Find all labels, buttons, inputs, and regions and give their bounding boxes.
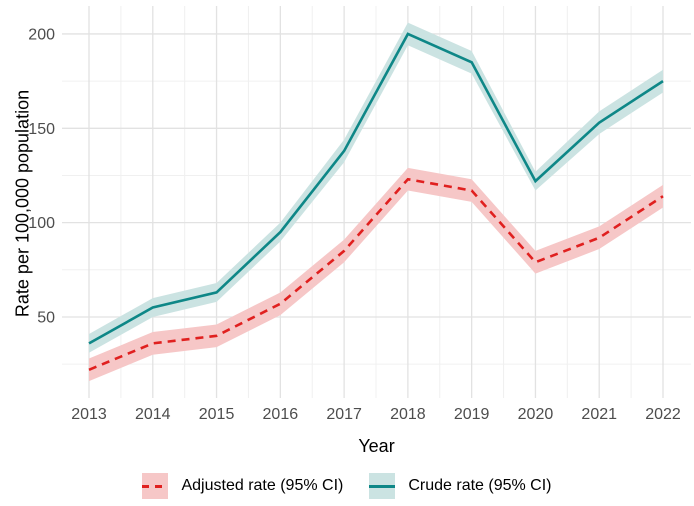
legend-item-crude: Crude rate (95% CI) — [369, 473, 552, 499]
x-tick-label: 2022 — [645, 406, 681, 423]
y-axis-title: Rate per 100,000 population — [12, 89, 33, 318]
series-line-crude — [88, 32, 664, 345]
crude-rate-key-swatch — [369, 473, 396, 499]
legend-label-adjusted: Adjusted rate (95% CI) — [181, 477, 344, 494]
series-line-adjusted — [88, 177, 664, 371]
x-tick-label: 2013 — [71, 406, 107, 423]
y-tick-label: 150 — [28, 121, 55, 138]
dashed-line-sample — [142, 484, 169, 488]
x-axis-title: Year — [358, 436, 395, 456]
y-tick-label: 100 — [28, 215, 55, 232]
adjusted-rate-key-swatch — [142, 473, 169, 499]
y-tick-label: 200 — [28, 26, 55, 43]
legend-label-crude: Crude rate (95% CI) — [408, 477, 552, 494]
y-tick-label: 50 — [37, 309, 55, 326]
x-tick-label: 2019 — [454, 406, 490, 423]
x-tick-label: 2015 — [199, 406, 235, 423]
legend-item-adjusted: Adjusted rate (95% CI) — [142, 473, 343, 499]
x-tick-label: 2017 — [326, 406, 362, 423]
ci-ribbon — [89, 167, 663, 382]
legend: Adjusted rate (95% CI) Crude rate (95% C… — [0, 466, 694, 506]
x-tick-label: 2014 — [135, 406, 171, 423]
ci-ribbon — [89, 22, 663, 353]
solid-line-sample — [369, 484, 396, 488]
x-tick-label: 2018 — [390, 406, 426, 423]
x-tick-label: 2016 — [263, 406, 299, 423]
plot-svg: 50 100 150 200 2013 2014 2015 2016 2017 2018 2019 2… — [28, 6, 691, 423]
x-tick-label: 2020 — [518, 406, 554, 423]
x-tick-label: 2021 — [581, 406, 617, 423]
